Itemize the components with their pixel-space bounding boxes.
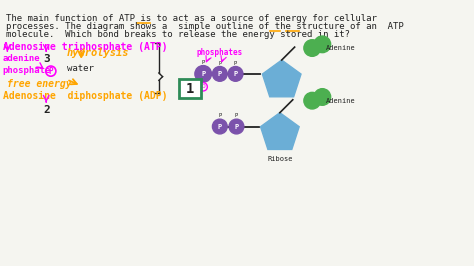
Text: processes. The diagram shows a  simple outline of the structure of an  ATP: processes. The diagram shows a simple ou… xyxy=(6,22,403,31)
Circle shape xyxy=(314,89,331,105)
Text: P: P xyxy=(218,71,222,77)
Text: P: P xyxy=(218,113,221,118)
Text: P: P xyxy=(235,113,238,118)
Circle shape xyxy=(304,40,320,56)
Text: P: P xyxy=(218,123,222,130)
Text: P: P xyxy=(201,60,205,65)
Circle shape xyxy=(314,36,331,53)
Text: Adenosine  diphosphate (ADP): Adenosine diphosphate (ADP) xyxy=(3,92,167,101)
Circle shape xyxy=(212,119,227,134)
Text: Adenosine triphosphate (ATP): Adenosine triphosphate (ATP) xyxy=(3,41,167,52)
Text: Adenine: Adenine xyxy=(326,45,356,51)
Text: P: P xyxy=(234,61,237,66)
Text: 1: 1 xyxy=(186,82,194,96)
Polygon shape xyxy=(263,60,301,97)
Text: phosphate: phosphate xyxy=(3,66,51,76)
Text: P: P xyxy=(218,61,221,66)
Text: P: P xyxy=(233,71,237,77)
Text: adenine: adenine xyxy=(3,55,40,64)
Polygon shape xyxy=(261,113,299,149)
Text: hydrolysis: hydrolysis xyxy=(66,48,129,58)
Text: Adenine: Adenine xyxy=(326,98,356,104)
Circle shape xyxy=(304,92,320,109)
Text: free energy: free energy xyxy=(8,80,72,89)
Circle shape xyxy=(229,119,244,134)
Text: molecule.  Which bond breaks to release the energy stored in it?: molecule. Which bond breaks to release t… xyxy=(6,31,349,39)
Text: 3: 3 xyxy=(44,55,50,64)
Text: P: P xyxy=(48,66,53,76)
Text: O: O xyxy=(201,84,205,89)
Text: P: P xyxy=(201,71,205,77)
Text: P: P xyxy=(234,123,238,130)
Circle shape xyxy=(195,66,211,82)
FancyBboxPatch shape xyxy=(179,80,201,98)
Text: Ribose: Ribose xyxy=(267,156,292,162)
Text: phosphates: phosphates xyxy=(197,48,243,57)
Text: 2: 2 xyxy=(44,105,50,115)
Circle shape xyxy=(228,66,243,81)
Circle shape xyxy=(212,66,227,81)
Text: water: water xyxy=(66,64,93,73)
Text: The main function of ATP is to act as a source of energy for cellular: The main function of ATP is to act as a … xyxy=(6,14,376,23)
